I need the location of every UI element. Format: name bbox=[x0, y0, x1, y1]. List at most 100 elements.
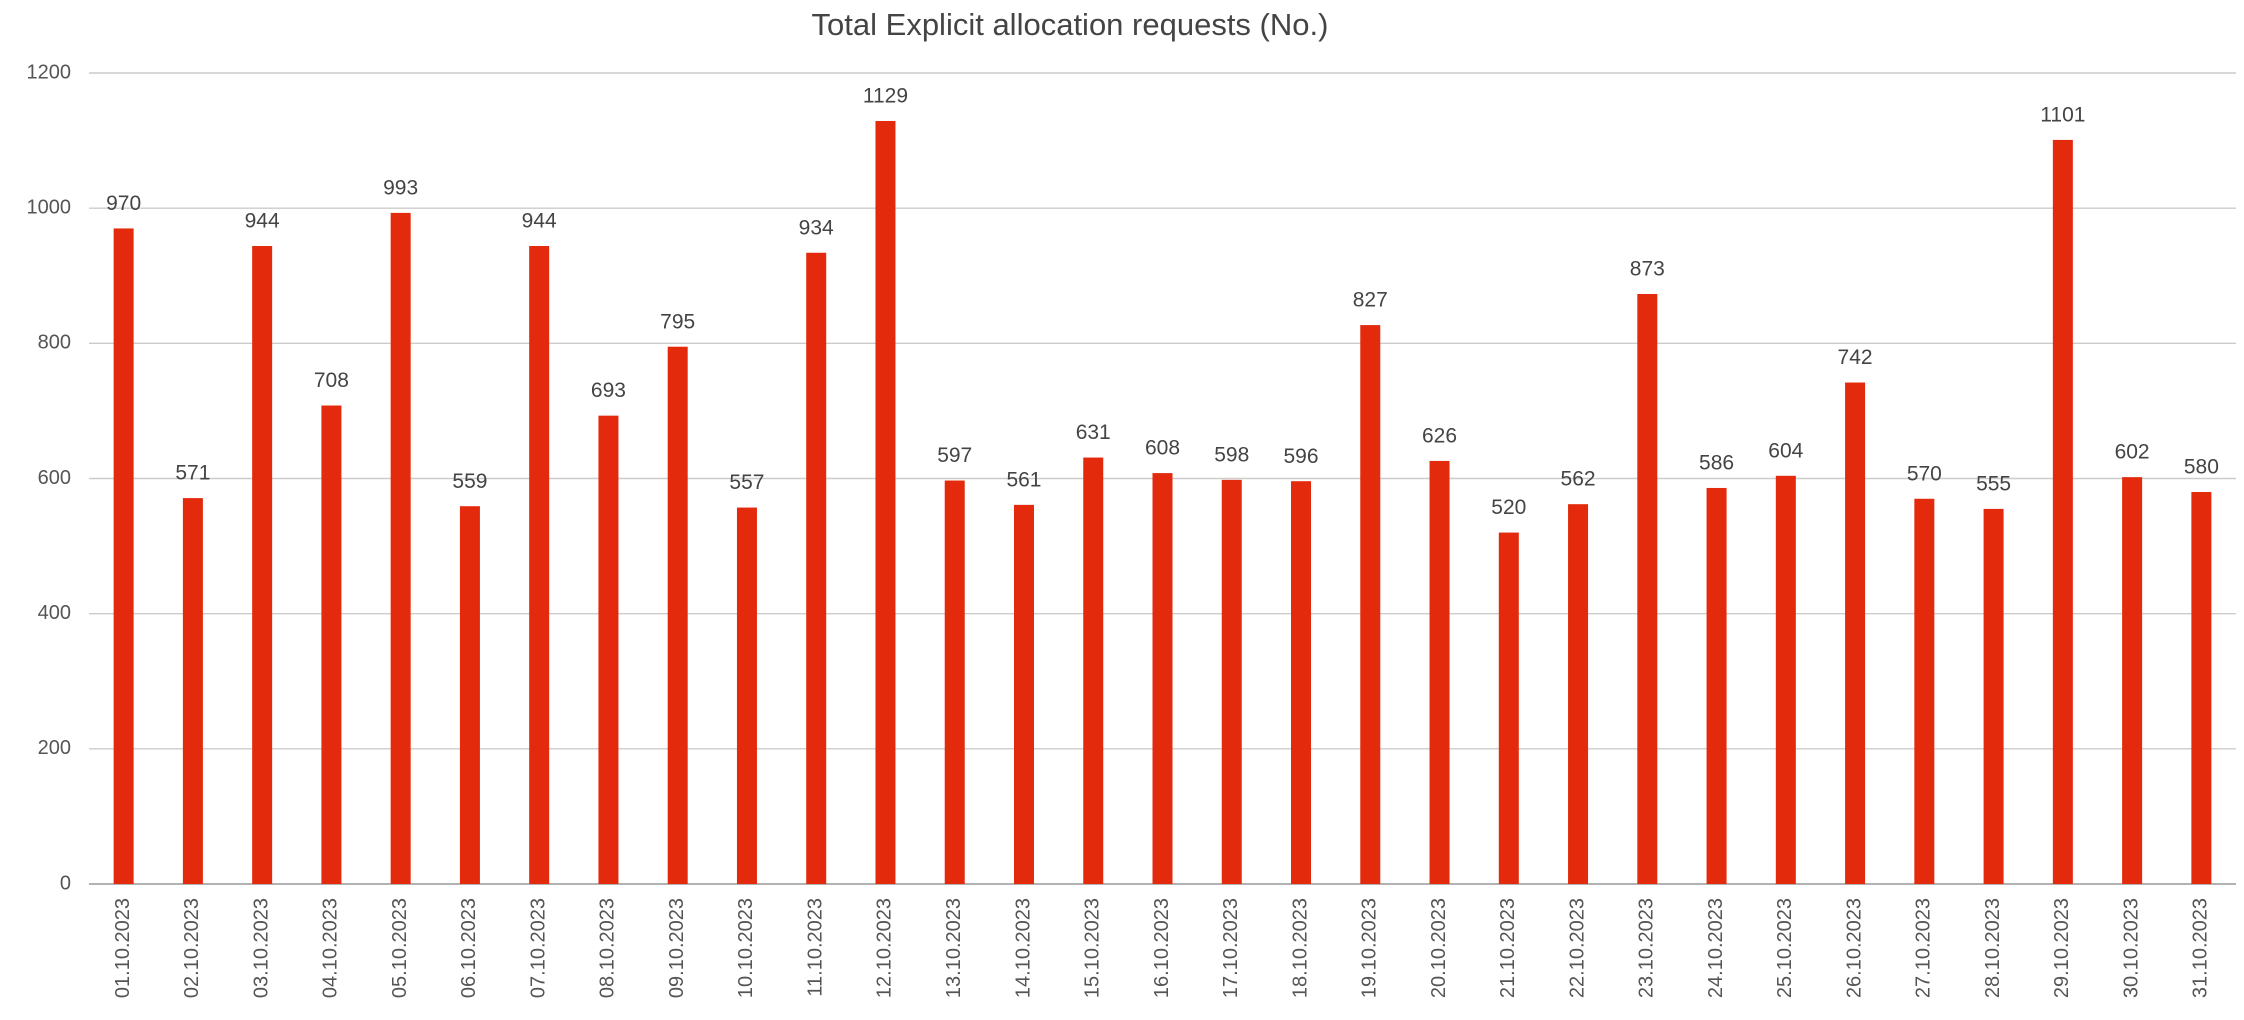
value-label: 1101 bbox=[2040, 103, 2085, 126]
chart-title: Total Explicit allocation requests (No.) bbox=[812, 7, 1329, 42]
value-label: 571 bbox=[175, 462, 210, 485]
value-label: 608 bbox=[1145, 437, 1180, 460]
x-tick-label: 04.10.2023 bbox=[320, 898, 342, 998]
value-label: 827 bbox=[1353, 289, 1388, 312]
bar bbox=[1429, 460, 1450, 884]
bar bbox=[2191, 492, 2212, 884]
x-tick-label: 10.10.2023 bbox=[735, 898, 757, 998]
x-tick-label: 26.10.2023 bbox=[1843, 898, 1865, 998]
x-tick-label: 07.10.2023 bbox=[527, 898, 549, 998]
bar bbox=[1845, 382, 1866, 884]
value-label: 1129 bbox=[863, 85, 908, 108]
x-tick-label: 20.10.2023 bbox=[1428, 898, 1450, 998]
x-tick-label: 05.10.2023 bbox=[389, 898, 411, 998]
bar bbox=[182, 498, 203, 884]
bar bbox=[1637, 293, 1658, 884]
value-label: 934 bbox=[799, 216, 834, 239]
x-tick-label: 15.10.2023 bbox=[1082, 898, 1104, 998]
value-label: 602 bbox=[2115, 441, 2150, 464]
bar bbox=[1983, 508, 2004, 884]
bar bbox=[736, 507, 757, 884]
value-label: 631 bbox=[1076, 421, 1111, 444]
x-tick-label: 09.10.2023 bbox=[666, 898, 688, 998]
x-tick-label: 27.10.2023 bbox=[1913, 898, 1935, 998]
value-label: 586 bbox=[1699, 452, 1734, 475]
value-label: 944 bbox=[522, 210, 557, 233]
x-tick-label: 13.10.2023 bbox=[943, 898, 965, 998]
x-tick-label: 17.10.2023 bbox=[1220, 898, 1242, 998]
value-label: 570 bbox=[1907, 462, 1942, 485]
bar bbox=[1083, 457, 1104, 884]
x-tick-label: 21.10.2023 bbox=[1497, 898, 1519, 998]
x-tick-label: 11.10.2023 bbox=[804, 898, 826, 997]
y-tick-label: 400 bbox=[38, 602, 71, 624]
bar bbox=[1914, 498, 1935, 884]
x-tick-label: 30.10.2023 bbox=[2120, 898, 2142, 998]
value-label: 562 bbox=[1561, 468, 1596, 491]
bar bbox=[667, 346, 688, 884]
x-tick-label: 16.10.2023 bbox=[1151, 898, 1173, 998]
bar bbox=[321, 405, 342, 884]
x-tick-label: 28.10.2023 bbox=[1982, 898, 2004, 998]
bar bbox=[875, 120, 896, 884]
x-tick-label: 25.10.2023 bbox=[1774, 898, 1796, 998]
bar bbox=[529, 246, 550, 885]
value-label: 561 bbox=[1006, 468, 1041, 491]
bar bbox=[806, 252, 827, 884]
y-tick-label: 1200 bbox=[27, 61, 72, 83]
bar bbox=[1360, 325, 1381, 885]
value-label: 993 bbox=[383, 176, 418, 199]
x-tick-label: 24.10.2023 bbox=[1705, 898, 1727, 998]
bar bbox=[2052, 139, 2073, 885]
value-label: 795 bbox=[660, 310, 695, 333]
value-label: 520 bbox=[1491, 496, 1526, 519]
bar bbox=[598, 415, 619, 884]
bar bbox=[2122, 477, 2143, 884]
y-tick-label: 1000 bbox=[27, 196, 72, 218]
y-tick-label: 0 bbox=[60, 872, 71, 894]
bar bbox=[1152, 473, 1173, 884]
bar bbox=[944, 480, 965, 884]
bar bbox=[1498, 532, 1519, 884]
x-tick-label: 31.10.2023 bbox=[2190, 898, 2212, 998]
x-tick-label: 23.10.2023 bbox=[1636, 898, 1658, 998]
value-label: 604 bbox=[1768, 439, 1803, 462]
value-label: 970 bbox=[106, 192, 141, 215]
x-tick-label: 03.10.2023 bbox=[250, 898, 272, 998]
value-label: 626 bbox=[1422, 424, 1457, 447]
bar bbox=[1221, 479, 1242, 884]
bar bbox=[1775, 475, 1796, 884]
value-label: 693 bbox=[591, 379, 626, 402]
bar bbox=[1706, 487, 1727, 884]
value-label: 559 bbox=[452, 470, 487, 493]
value-label: 596 bbox=[1283, 445, 1318, 468]
bar bbox=[459, 506, 480, 884]
value-label: 580 bbox=[2184, 456, 2219, 479]
y-tick-label: 600 bbox=[38, 467, 71, 489]
x-tick-label: 06.10.2023 bbox=[458, 898, 480, 998]
value-label: 557 bbox=[729, 471, 764, 494]
value-label: 742 bbox=[1838, 346, 1873, 369]
value-label: 944 bbox=[245, 210, 280, 233]
x-tick-label: 08.10.2023 bbox=[597, 898, 619, 998]
x-tick-label: 12.10.2023 bbox=[874, 898, 896, 998]
y-tick-label: 800 bbox=[38, 332, 71, 354]
value-label: 708 bbox=[314, 369, 349, 392]
bar bbox=[113, 228, 134, 885]
value-label: 873 bbox=[1630, 258, 1665, 281]
bar bbox=[252, 246, 273, 885]
bar bbox=[1568, 504, 1589, 884]
x-tick-label: 19.10.2023 bbox=[1359, 898, 1381, 998]
x-tick-label: 29.10.2023 bbox=[2051, 898, 2073, 998]
bar bbox=[1013, 504, 1034, 884]
bar bbox=[1291, 481, 1312, 884]
x-tick-label: 18.10.2023 bbox=[1289, 898, 1311, 998]
x-tick-label: 02.10.2023 bbox=[181, 898, 203, 998]
x-tick-label: 22.10.2023 bbox=[1566, 898, 1588, 998]
y-tick-label: 200 bbox=[38, 737, 71, 759]
x-tick-label: 14.10.2023 bbox=[1012, 898, 1034, 998]
value-label: 597 bbox=[937, 444, 972, 467]
value-label: 598 bbox=[1214, 443, 1249, 466]
value-label: 555 bbox=[1976, 472, 2011, 495]
